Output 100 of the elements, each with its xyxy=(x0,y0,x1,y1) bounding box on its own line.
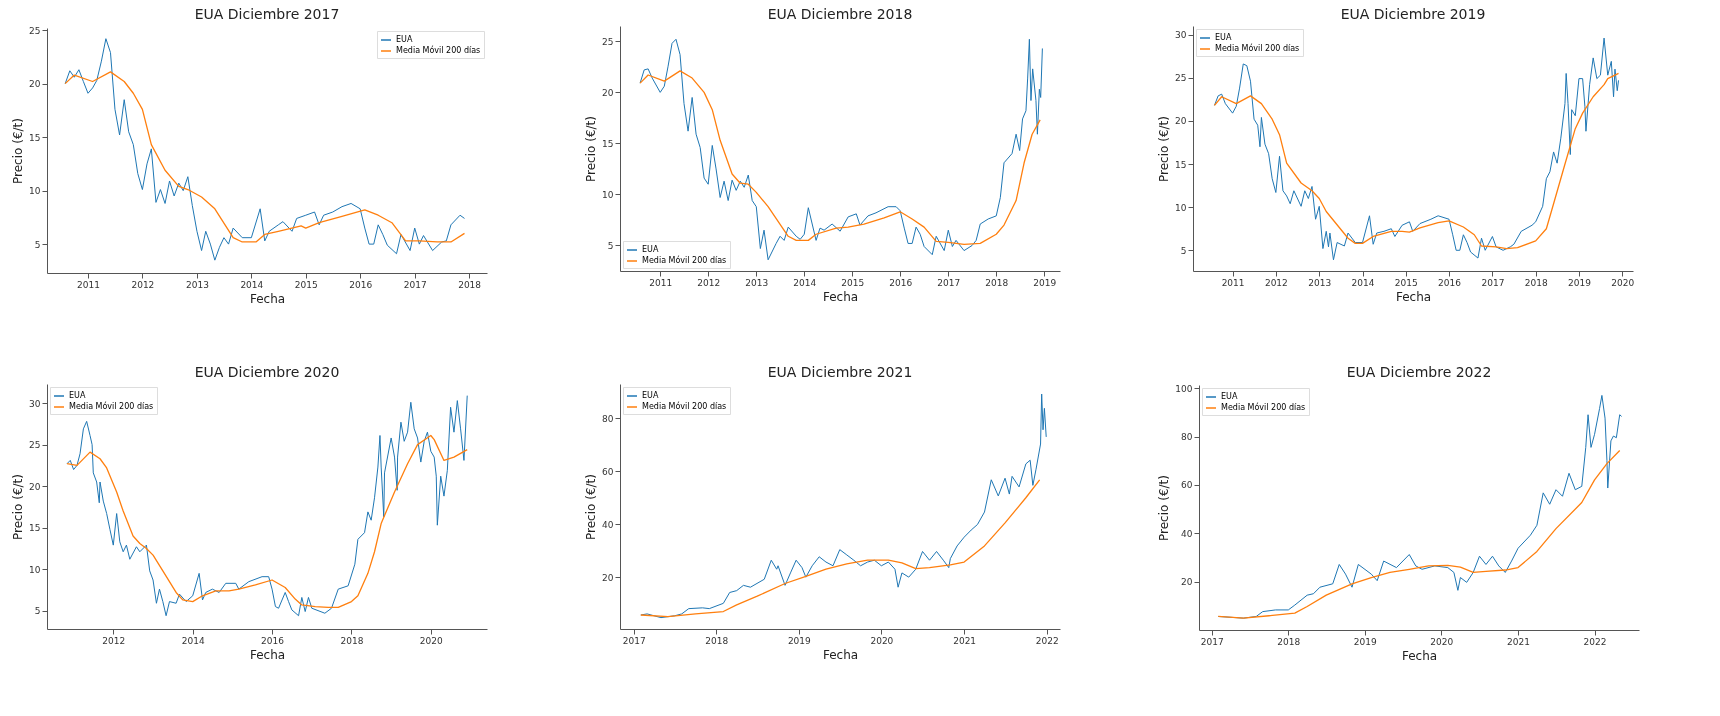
x-tick-label: 2016 xyxy=(261,635,285,646)
y-axis-title: Precio (€/t) xyxy=(11,118,26,184)
y-tick-label: 25 xyxy=(1175,73,1187,84)
x-axis-title: Fecha xyxy=(822,289,859,304)
x-tick-label: 2014 xyxy=(793,277,817,288)
chart-title: EUA Diciembre 2022 xyxy=(1346,364,1492,381)
x-tick-label: 2012 xyxy=(102,635,126,646)
y-axis-title: Precio (€/t) xyxy=(584,116,599,182)
legend-label: Media Móvil 200 días xyxy=(642,255,727,265)
x-tick-label: 2021 xyxy=(1507,636,1530,647)
x-tick-label: 2020 xyxy=(1430,636,1454,647)
x-axis-title: Fecha xyxy=(822,647,859,662)
x-tick-label: 2018 xyxy=(985,277,1009,288)
y-tick-label: 5 xyxy=(34,239,41,250)
y-tick-label: 15 xyxy=(1175,159,1187,170)
x-tick-label: 2014 xyxy=(1351,277,1375,288)
legend-label: Media Móvil 200 días xyxy=(642,401,727,411)
legend-label: EUA xyxy=(642,391,659,400)
line-series xyxy=(639,38,1043,261)
y-axis-title: Precio (€/t) xyxy=(1157,475,1172,541)
y-tick-label: 80 xyxy=(1181,432,1193,443)
y-tick-label: 5 xyxy=(1180,245,1187,256)
line-series xyxy=(1213,72,1620,250)
x-tick-label: 2011 xyxy=(77,279,100,290)
x-tick-label: 2019 xyxy=(787,635,812,646)
line-series xyxy=(1217,449,1621,619)
line-series xyxy=(64,71,466,243)
x-tick-label: 2018 xyxy=(458,279,482,290)
y-tick-label: 20 xyxy=(1181,577,1193,588)
x-tick-label: 2018 xyxy=(340,635,364,646)
y-tick-label: 10 xyxy=(29,186,41,197)
x-tick-label: 2018 xyxy=(1524,277,1548,288)
y-tick-label: 10 xyxy=(29,564,41,575)
x-tick-label: 2015 xyxy=(1394,277,1418,288)
y-tick-label: 40 xyxy=(602,519,614,530)
x-tick-label: 2012 xyxy=(1264,277,1288,288)
x-tick-label: 2017 xyxy=(937,277,961,288)
legend-label: EUA xyxy=(1221,392,1238,401)
legend-label: Media Móvil 200 días xyxy=(1215,43,1300,53)
x-tick-label: 2016 xyxy=(889,277,913,288)
x-tick-label: 2019 xyxy=(1568,277,1592,288)
y-tick-label: 60 xyxy=(1181,480,1193,491)
x-tick-label: 2011 xyxy=(1221,277,1245,288)
chart-title: EUA Diciembre 2018 xyxy=(767,6,913,22)
x-axis-title: Fecha xyxy=(249,291,286,306)
x-tick-label: 2011 xyxy=(649,277,673,288)
y-tick-label: 30 xyxy=(1175,30,1187,41)
x-tick-label: 2020 xyxy=(870,635,894,646)
x-tick-label: 2013 xyxy=(1308,277,1332,288)
line-series xyxy=(66,434,468,609)
y-axis-title: Precio (€/t) xyxy=(1157,116,1172,182)
x-tick-label: 2014 xyxy=(181,635,205,646)
y-tick-label: 10 xyxy=(602,189,614,200)
y-tick-label: 5 xyxy=(607,240,614,251)
x-tick-label: 2013 xyxy=(185,279,209,290)
chart-title: EUA Diciembre 2021 xyxy=(767,364,913,380)
x-tick-label: 2019 xyxy=(1353,636,1378,647)
y-tick-label: 80 xyxy=(602,413,614,424)
y-axis-title: Precio (€/t) xyxy=(11,474,26,540)
y-tick-label: 10 xyxy=(1175,202,1187,213)
x-axis-title: Fecha xyxy=(1401,648,1438,663)
x-tick-label: 2014 xyxy=(240,279,264,290)
y-tick-label: 20 xyxy=(602,87,614,98)
x-tick-label: 2012 xyxy=(697,277,721,288)
legend-label: EUA xyxy=(396,35,413,44)
legend-label: EUA xyxy=(1215,33,1232,42)
y-tick-label: 25 xyxy=(29,25,41,36)
y-axis-title: Precio (€/t) xyxy=(584,474,599,540)
x-tick-label: 2018 xyxy=(705,635,729,646)
x-tick-label: 2013 xyxy=(745,277,769,288)
x-tick-label: 2015 xyxy=(294,279,318,290)
y-tick-label: 25 xyxy=(602,36,614,47)
x-tick-label: 2022 xyxy=(1035,635,1059,646)
x-tick-label: 2017 xyxy=(1481,277,1505,288)
x-tick-label: 2016 xyxy=(349,279,373,290)
legend-label: Media Móvil 200 días xyxy=(396,45,481,55)
line-series xyxy=(640,479,1041,618)
x-tick-label: 2020 xyxy=(1611,277,1635,288)
x-tick-label: 2016 xyxy=(1438,277,1462,288)
x-tick-label: 2015 xyxy=(841,277,865,288)
y-tick-label: 15 xyxy=(602,138,614,149)
y-tick-label: 20 xyxy=(29,481,41,492)
x-tick-label: 2020 xyxy=(419,635,444,646)
y-tick-label: 25 xyxy=(29,440,41,451)
x-tick-label: 2017 xyxy=(1200,636,1224,647)
x-tick-label: 2017 xyxy=(622,635,646,646)
y-tick-label: 30 xyxy=(29,398,41,409)
legend-label: EUA xyxy=(642,245,659,254)
x-tick-label: 2017 xyxy=(403,279,427,290)
chart-title: EUA Diciembre 2019 xyxy=(1340,6,1486,22)
legend-label: Media Móvil 200 días xyxy=(69,401,154,411)
chart-title: EUA Diciembre 2020 xyxy=(194,364,340,380)
y-tick-label: 20 xyxy=(29,79,41,90)
y-tick-label: 60 xyxy=(602,466,614,477)
legend-label: Media Móvil 200 días xyxy=(1221,402,1306,412)
x-tick-label: 2022 xyxy=(1583,636,1607,647)
y-tick-label: 100 xyxy=(1175,383,1193,394)
y-tick-label: 20 xyxy=(1175,116,1187,127)
x-axis-title: Fecha xyxy=(249,647,286,662)
y-tick-label: 40 xyxy=(1181,528,1193,539)
